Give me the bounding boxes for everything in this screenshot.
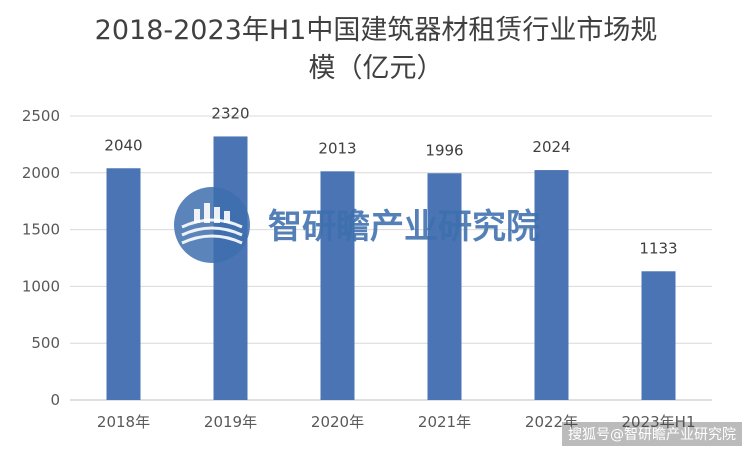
x-tick-label: 2021年 — [418, 413, 471, 431]
data-label: 2320 — [211, 104, 249, 122]
x-tick-label: 2020年 — [311, 413, 364, 431]
data-label: 2040 — [104, 136, 142, 154]
bar — [641, 271, 676, 400]
data-label: 1996 — [425, 141, 463, 159]
y-tick-label: 1500 — [22, 221, 60, 239]
y-tick-label: 2500 — [22, 107, 60, 125]
y-tick-label: 2000 — [22, 164, 60, 182]
chart-title: 2018-2023年H1中国建筑器材租赁行业市场规 模（亿元） — [0, 12, 752, 88]
bar — [213, 136, 248, 400]
x-tick-label: 2023年H1 — [622, 413, 696, 431]
data-label: 1133 — [639, 239, 677, 257]
source-tag: 搜狐号@智研瞻产业研究院 — [562, 422, 742, 446]
bar — [320, 171, 355, 400]
x-tick-label: 2019年 — [204, 413, 257, 431]
x-tick-label: 2018年 — [97, 413, 150, 431]
data-label: 2013 — [318, 139, 356, 157]
data-label: 2024 — [532, 138, 570, 156]
x-tick-label: 2022年 — [525, 413, 578, 431]
watermark-text: 智研瞻产业研究院 — [268, 207, 540, 247]
chart-title-line-1: 2018-2023年H1中国建筑器材租赁行业市场规 — [94, 15, 658, 46]
watermark-logo-icon — [174, 187, 250, 263]
bar — [106, 168, 141, 400]
chart-title-line-2: 模（亿元） — [308, 53, 444, 84]
y-tick-label: 500 — [31, 334, 60, 352]
y-tick-label: 0 — [50, 391, 60, 409]
bar — [427, 173, 462, 400]
y-tick-label: 1000 — [22, 277, 60, 295]
bar — [534, 170, 569, 400]
